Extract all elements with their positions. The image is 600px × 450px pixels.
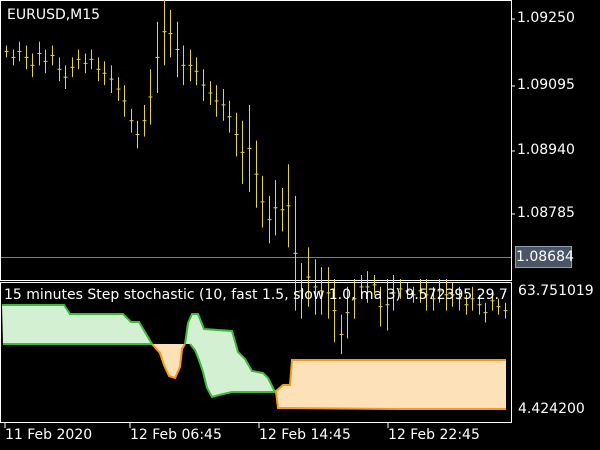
stoch-green-area-1 xyxy=(2,305,152,344)
price-axis-label: 1.08785 xyxy=(517,205,575,221)
time-axis-label: 12 Feb 22:45 xyxy=(388,427,480,443)
price-axis-label: 1.09250 xyxy=(517,10,575,26)
stoch-orange-line-2 xyxy=(275,391,506,410)
price-axis-label: 1.09095 xyxy=(517,77,575,93)
stoch-orange-area-2 xyxy=(275,360,506,409)
indicator-pane-frame xyxy=(0,282,512,423)
price-axis-label: 1.08940 xyxy=(517,142,575,158)
time-axis-label: 11 Feb 2020 xyxy=(5,427,93,443)
time-axis-label: 12 Feb 14:45 xyxy=(259,427,351,443)
stoch-green-lower-line-2 xyxy=(189,343,275,399)
stoch-green-area-2 xyxy=(185,314,275,397)
time-axis-label: 12 Feb 06:45 xyxy=(130,427,222,443)
stochastic-areas xyxy=(2,304,506,410)
stoch-green-line-2 xyxy=(184,313,276,393)
indicator-label: 15 minutes Step stochastic (10, fast 1.5… xyxy=(4,287,508,303)
indicator-min-label: 4.424200 xyxy=(518,401,585,417)
stoch-green-line-1 xyxy=(2,304,153,345)
stoch-orange-upper-line-2 xyxy=(274,359,506,393)
current-price-badge: 1.08684 xyxy=(515,246,574,268)
symbol-label: EURUSD,M15 xyxy=(7,7,101,23)
stoch-orange-line-1 xyxy=(151,343,186,380)
price-pane-frame xyxy=(0,0,512,281)
indicator-max-label: 63.751019 xyxy=(518,283,594,299)
price-bars xyxy=(4,0,508,355)
